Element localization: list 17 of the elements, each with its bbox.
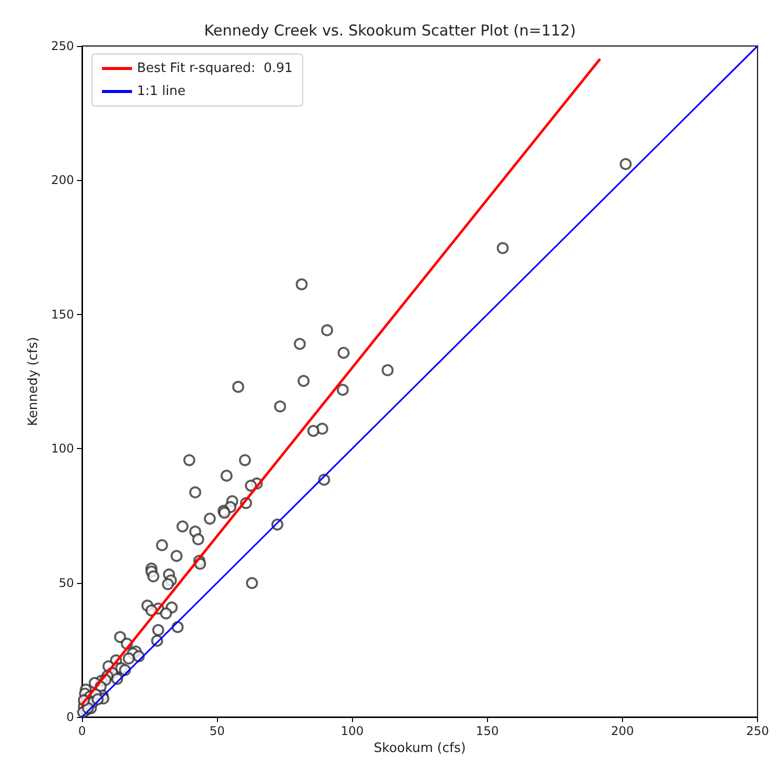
legend-label: Best Fit r-squared: 0.91 — [137, 61, 293, 76]
y-tick-label: 100 — [51, 442, 74, 456]
x-tick-label: 0 — [78, 724, 86, 738]
y-axis-title: Kennedy (cfs) — [26, 336, 42, 426]
x-tick-label: 150 — [476, 724, 499, 738]
chart-title: Kennedy Creek vs. Skookum Scatter Plot (n=112) — [204, 22, 576, 40]
x-tick-label: 200 — [610, 724, 634, 738]
x-tick-label: 250 — [746, 724, 769, 738]
y-tick-label: 250 — [51, 39, 74, 53]
y-tick-label: 200 — [51, 173, 74, 188]
x-tick-label: 100 — [340, 724, 364, 738]
y-tick-label: 0 — [66, 710, 74, 724]
legend-label: 1:1 line — [137, 84, 186, 99]
y-tick-label: 50 — [58, 576, 74, 590]
y-tick-label: 150 — [51, 307, 74, 322]
x-tick-label: 50 — [209, 724, 225, 738]
x-axis-title: Skookum (cfs) — [374, 740, 466, 756]
